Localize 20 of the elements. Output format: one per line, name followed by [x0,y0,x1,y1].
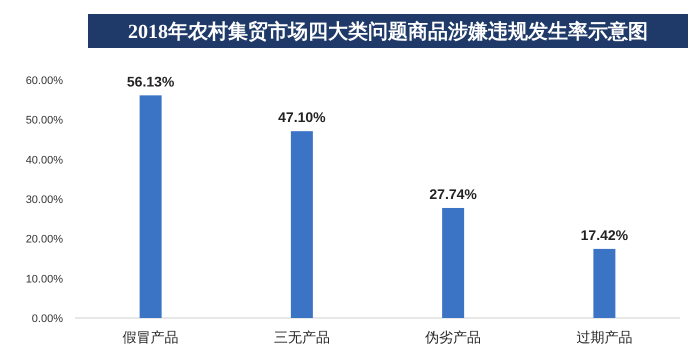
bar [593,248,616,318]
x-tick-label: 三无产品 [274,329,330,345]
chart-title: 2018年农村集贸市场四大类问题商品涉嫌违规发生率示意图 [128,20,648,43]
y-tick-label: 10.00% [26,273,64,286]
bar [140,95,162,318]
y-tick-label: 50.00% [26,114,64,127]
y-tick-label: 0.00% [32,313,64,325]
y-tick-label: 60.00% [26,75,64,87]
data-label: 47.10% [278,109,326,126]
x-tick-label: 过期产品 [576,329,632,345]
x-tick-label: 假冒产品 [122,329,179,345]
data-label: 27.74% [429,186,478,202]
bar [442,208,464,318]
x-tick-label: 伪劣产品 [425,329,482,345]
bar [290,131,313,318]
y-tick-label: 40.00% [26,154,64,166]
data-label: 17.42% [580,226,629,243]
y-tick-label: 20.00% [26,234,64,246]
y-tick-label: 30.00% [26,194,64,206]
data-label: 56.13% [126,73,175,90]
